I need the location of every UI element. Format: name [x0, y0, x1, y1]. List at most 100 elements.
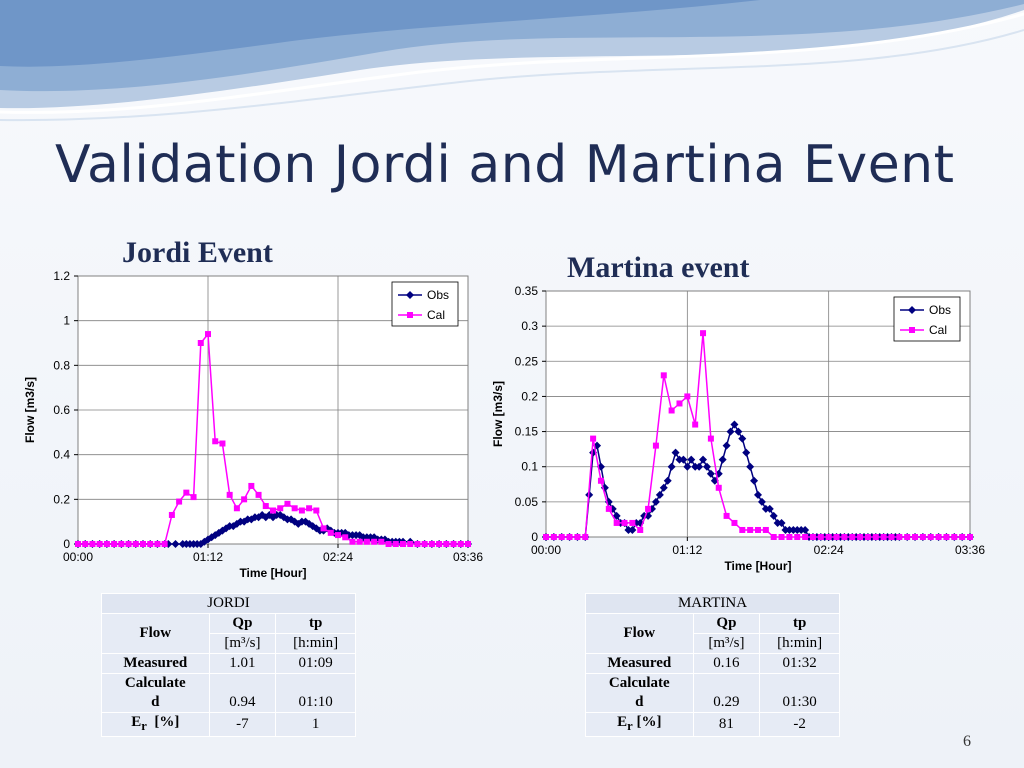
y-tick-label: 0.05	[515, 495, 539, 509]
data-point-cal	[385, 541, 392, 547]
y-tick-label: 0.6	[53, 403, 70, 417]
y-tick-label: 0.2	[521, 389, 538, 403]
data-point-obs	[702, 462, 711, 471]
y-tick-label: 0.35	[515, 284, 539, 298]
calculated-label: Calculate d	[585, 673, 694, 713]
calculated-label: Calculate d	[101, 673, 210, 713]
data-point-obs	[312, 524, 321, 533]
y-tick-label: 0.8	[53, 358, 70, 372]
data-point-cal	[450, 541, 457, 547]
data-point-cal	[356, 538, 363, 545]
data-point-obs	[765, 504, 774, 513]
data-point-cal	[590, 435, 597, 442]
x-tick-label: 00:00	[531, 543, 561, 557]
data-point-cal	[747, 526, 754, 533]
calculated-qp: 0.29	[692, 673, 761, 713]
y-tick-label: 0.4	[53, 448, 70, 462]
data-point-cal	[125, 541, 132, 547]
calculated-tp: 01:30	[759, 673, 840, 713]
legend-entry: Cal	[427, 308, 445, 322]
data-point-cal	[543, 534, 549, 540]
data-point-cal	[550, 534, 557, 540]
data-point-obs	[742, 448, 751, 457]
measured-label: Measured	[585, 653, 694, 674]
x-tick-label: 02:24	[814, 543, 844, 557]
data-point-obs	[746, 462, 755, 471]
data-point-cal	[233, 505, 240, 512]
data-point-cal	[927, 534, 934, 540]
data-point-cal	[270, 507, 276, 514]
calculated-tp: 01:10	[275, 673, 356, 713]
jordi-flow-chart: 0 0.2 0.4 0.6 0.8 1 1.2 00:00 01:12 02:24 03:36 Tim…	[23, 269, 483, 580]
data-point-obs	[211, 531, 220, 540]
data-point-cal	[407, 541, 414, 547]
data-point-obs	[777, 518, 786, 527]
x-tick-label: 03:36	[955, 543, 985, 557]
data-point-obs	[628, 525, 637, 534]
data-point-cal	[248, 482, 255, 489]
measured-tp: 01:32	[759, 653, 840, 674]
measured-qp: 1.01	[208, 653, 277, 674]
tp-unit: [h:min]	[759, 633, 840, 654]
data-point-obs	[667, 462, 676, 471]
data-point-cal	[342, 534, 349, 541]
data-point-cal	[154, 541, 161, 547]
data-point-cal	[629, 519, 636, 526]
data-point-obs	[276, 510, 285, 519]
data-point-cal	[168, 511, 175, 518]
data-point-cal	[436, 541, 443, 547]
y-tick-label: 0	[63, 537, 70, 551]
x-tick-label: 03:36	[453, 550, 483, 564]
data-point-cal	[700, 330, 707, 337]
error-tp: 1	[275, 712, 356, 737]
data-point-cal	[857, 534, 864, 540]
data-point-cal	[652, 442, 659, 449]
flow-header: Flow	[101, 613, 210, 654]
y-tick-label: 0.3	[521, 319, 538, 333]
slide-title: Validation Jordi and Martina Event	[55, 135, 955, 195]
data-point-cal	[400, 541, 406, 547]
martina-flow-chart: 0 0.05 0.1 0.15 0.2 0.25 0.3 0.35 00:00 01:12 02:2…	[491, 284, 985, 573]
data-point-obs	[714, 469, 723, 478]
data-point-cal	[880, 534, 887, 540]
data-point-obs	[722, 441, 731, 450]
qp-unit: [m³/s]	[692, 633, 761, 654]
data-point-cal	[833, 534, 840, 540]
data-point-obs	[699, 455, 708, 464]
data-point-obs	[754, 490, 762, 499]
tp-header: tp	[759, 613, 840, 634]
data-point-cal	[89, 541, 96, 547]
data-point-cal	[205, 331, 211, 338]
data-point-obs	[218, 526, 227, 535]
data-point-cal	[241, 496, 248, 503]
data-point-cal	[558, 534, 565, 540]
qp-unit: [m³/s]	[208, 633, 277, 654]
data-point-obs	[608, 504, 617, 513]
error-qp: 81	[692, 712, 761, 737]
data-point-obs	[651, 497, 660, 506]
data-point-obs	[706, 469, 715, 478]
data-point-cal	[684, 393, 691, 400]
legend-entry: Obs	[929, 303, 951, 317]
data-point-cal	[613, 519, 620, 526]
legend-marker	[909, 327, 915, 333]
data-point-cal	[392, 541, 399, 547]
data-point-cal	[161, 541, 168, 547]
legend-box	[893, 296, 961, 342]
data-point-cal	[212, 438, 219, 445]
y-axis-label: Flow [m3/s]	[23, 377, 37, 443]
data-point-obs	[258, 510, 267, 519]
jordi-results-table: JORDI Flow Qp tp [m³/s] [h:min] Measured…	[101, 593, 356, 737]
data-point-cal	[731, 519, 738, 526]
data-point-obs	[171, 540, 180, 548]
legend-entry: Cal	[929, 323, 947, 337]
data-point-cal	[465, 541, 471, 547]
data-point-obs	[663, 476, 672, 485]
y-tick-label: 0.2	[53, 492, 70, 506]
data-point-cal	[943, 534, 950, 540]
qp-header: Qp	[692, 613, 761, 634]
data-point-obs	[596, 462, 605, 471]
data-point-cal	[226, 491, 233, 498]
data-point-obs	[279, 513, 288, 522]
data-point-cal	[414, 541, 421, 547]
